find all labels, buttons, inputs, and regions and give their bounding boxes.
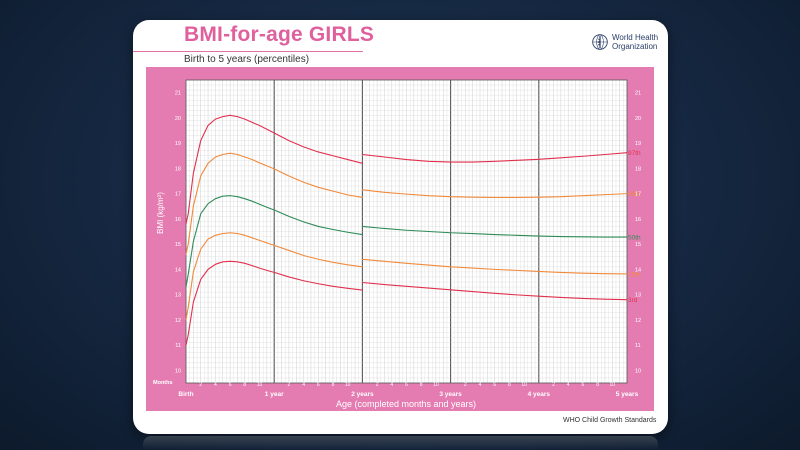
y-tick-label-right: 17	[635, 192, 641, 198]
y-tick-label-left: 15	[175, 242, 181, 248]
who-emblem-icon	[592, 34, 608, 50]
percentile-curve-97th	[361, 152, 628, 163]
month-tick-label: 4	[390, 382, 393, 388]
month-tick-label: 2	[552, 382, 555, 388]
percentile-label-85th: 85th	[628, 191, 641, 198]
y-tick-label-right: 15	[635, 242, 641, 248]
year-tick-label: 4 years	[528, 391, 551, 398]
y-axis-title: BMI (kg/m²)	[156, 192, 165, 234]
percentile-curve-15th	[185, 232, 363, 321]
footer-source: WHO Child Growth Standards	[563, 417, 657, 424]
y-tick-label-right: 21	[635, 91, 641, 97]
month-tick-label: 4	[302, 382, 305, 388]
y-tick-label-right: 12	[635, 318, 641, 324]
month-tick-label: 8	[243, 382, 246, 388]
y-tick-label-right: 10	[635, 368, 641, 374]
title-underline	[133, 51, 363, 52]
months-label: Months	[153, 380, 173, 386]
month-tick-label: 10	[345, 382, 351, 388]
month-tick-label: 4	[479, 382, 482, 388]
month-tick-label: 6	[405, 382, 408, 388]
percentile-curve-3rd	[185, 260, 363, 346]
month-tick-label: 10	[521, 382, 527, 388]
year-tick-label: 5 years	[616, 391, 639, 398]
chart-title: BMI-for-age GIRLS	[184, 23, 375, 46]
month-tick-label: 2	[464, 382, 467, 388]
percentile-label-3rd: 3rd	[628, 297, 638, 304]
card-reflection	[143, 436, 658, 450]
month-tick-label: 8	[508, 382, 511, 388]
month-tick-label: 10	[257, 382, 263, 388]
y-tick-label-right: 18	[635, 166, 641, 172]
percentile-label-50th: 50th	[628, 235, 641, 242]
month-tick-label: 10	[433, 382, 439, 388]
who-name: World Health Organization	[612, 33, 668, 51]
month-tick-label: 6	[317, 382, 320, 388]
month-tick-label: 6	[582, 382, 585, 388]
month-tick-label: 8	[596, 382, 599, 388]
growth-chart-card: BMI-for-age GIRLS Birth to 5 years (perc…	[133, 20, 668, 434]
month-tick-label: 6	[229, 382, 232, 388]
month-tick-label: 10	[610, 382, 616, 388]
year-tick-label: Birth	[178, 391, 193, 398]
y-tick-label-right: 16	[635, 217, 641, 223]
who-name-line1: World Health	[612, 33, 659, 42]
plot-border	[185, 79, 628, 384]
y-tick-label-left: 21	[175, 91, 181, 97]
percentile-curve-3rd	[361, 281, 628, 301]
y-tick-label-left: 18	[175, 166, 181, 172]
bmi-chart: 97th 85th 50th 15th 3rd 10 10 11 11 12 12 13 13 14 14…	[146, 67, 654, 411]
y-tick-label-left: 17	[175, 192, 181, 198]
grid	[185, 79, 628, 384]
y-tick-label-left: 20	[175, 116, 181, 122]
month-tick-label: 2	[199, 382, 202, 388]
who-name-line2: Organization	[612, 42, 658, 51]
y-tick-label-right: 19	[635, 141, 641, 147]
year-tick-label: 3 years	[439, 391, 462, 398]
year-tick-label: 2 years	[351, 391, 374, 398]
y-tick-label-left: 14	[175, 267, 181, 273]
percentile-curve-50th	[185, 195, 363, 288]
y-tick-label-right: 14	[635, 267, 641, 273]
month-tick-label: 8	[420, 382, 423, 388]
month-tick-label: 8	[332, 382, 335, 388]
percentile-curve-50th	[361, 225, 628, 238]
y-tick-label-right: 13	[635, 293, 641, 299]
y-tick-label-left: 11	[175, 343, 181, 349]
y-tick-label-left: 13	[175, 293, 181, 299]
y-tick-label-right: 11	[635, 343, 641, 349]
month-tick-label: 4	[567, 382, 570, 388]
percentile-label-15th: 15th	[628, 271, 641, 278]
who-logo: World Health Organization	[592, 33, 668, 51]
axis-labels: 10 10 11 11 12 12 13 13 14 14 15 15 16 16 17 17 18 18 19 19…	[175, 91, 641, 398]
percentile-label-97th: 97th	[628, 150, 641, 157]
y-tick-label-left: 16	[175, 217, 181, 223]
percentile-curves: 97th 85th 50th 15th 3rd	[185, 114, 641, 346]
month-tick-label: 4	[214, 382, 217, 388]
month-tick-label: 2	[376, 382, 379, 388]
x-axis-title: Age (completed months and years)	[336, 399, 476, 409]
percentile-curve-97th	[185, 114, 363, 225]
percentile-curve-85th	[185, 152, 363, 255]
percentile-curve-85th	[361, 189, 628, 198]
y-tick-label-left: 19	[175, 141, 181, 147]
y-tick-label-left: 10	[175, 368, 181, 374]
percentile-curve-15th	[361, 258, 628, 275]
month-tick-label: 2	[288, 382, 291, 388]
month-tick-label: 6	[493, 382, 496, 388]
chart-subtitle: Birth to 5 years (percentiles)	[184, 54, 310, 65]
year-tick-label: 1 year	[265, 391, 284, 398]
y-tick-label-right: 20	[635, 116, 641, 122]
y-tick-label-left: 12	[175, 318, 181, 324]
